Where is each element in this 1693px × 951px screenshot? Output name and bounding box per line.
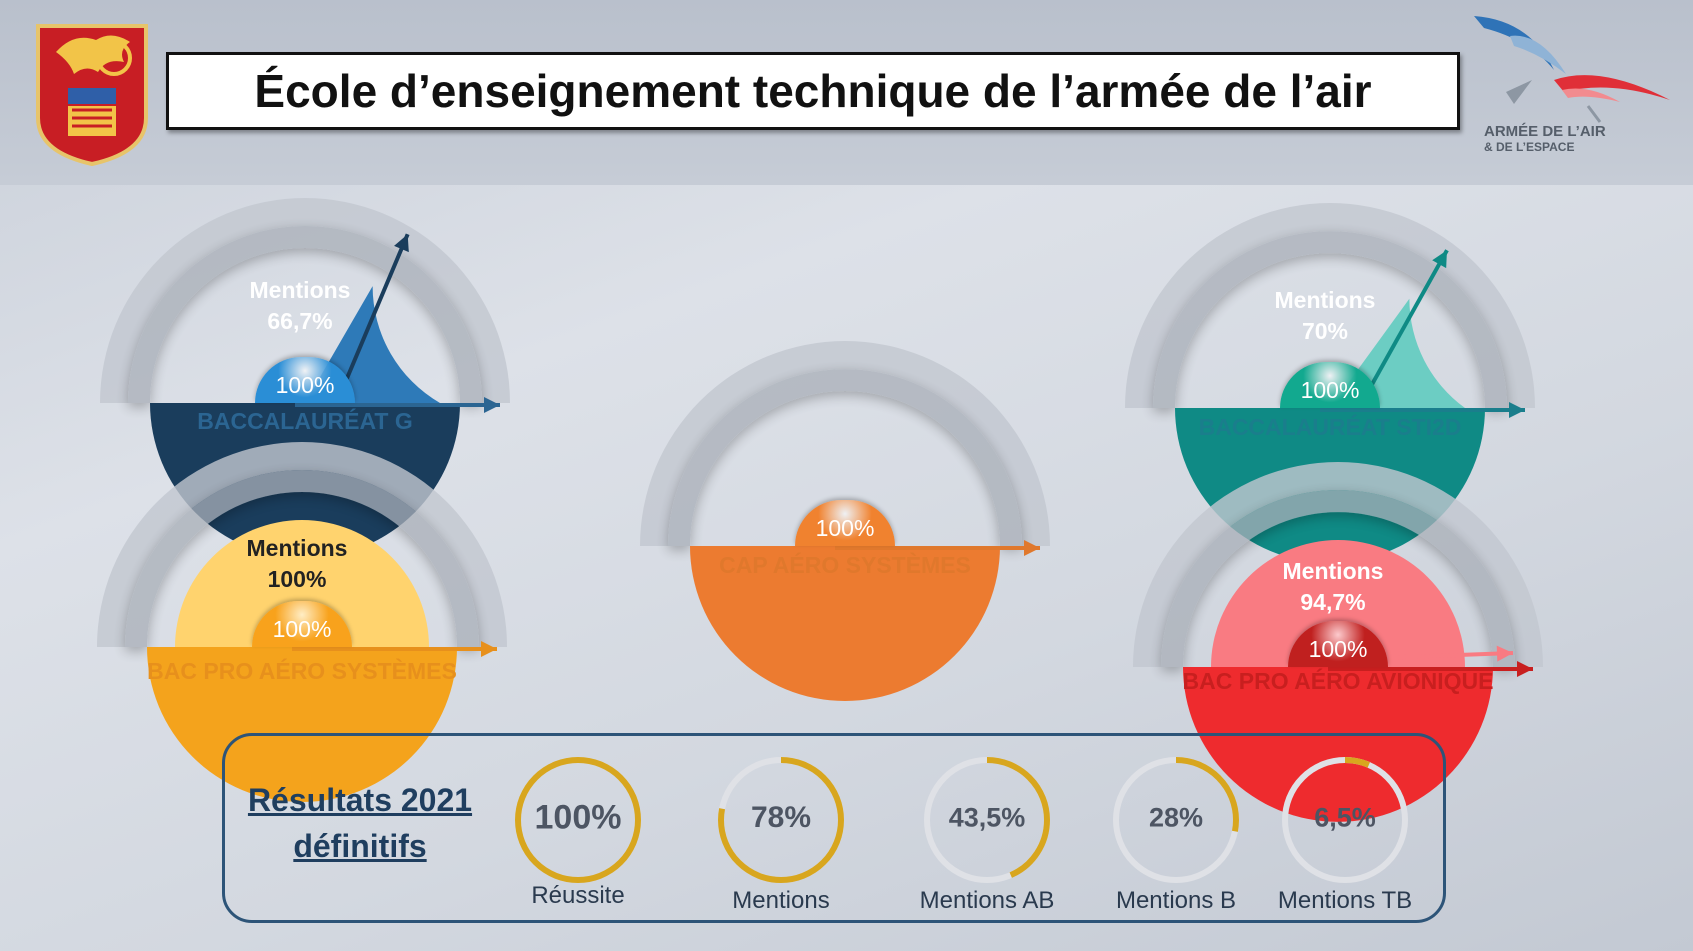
result-ring-4-value: 28% [1148, 802, 1204, 833]
result-ring-1-progress [515, 757, 641, 883]
result-ring-5-label: Mentions TB [1277, 887, 1413, 914]
gauge-5-outer-track [1133, 462, 1543, 667]
results-title-line2: définitifs [293, 828, 427, 864]
gauge-3-baseline-arrow-head [1024, 540, 1040, 556]
gauge-1-mentions-arrow-shaft [343, 233, 410, 384]
gauge-1-mentions-label: Mentions [249, 277, 351, 303]
gauge-2-mentions-arrow-head [1432, 250, 1447, 269]
gauge-4-outer-track [97, 442, 507, 647]
results-panel [222, 733, 1446, 923]
gauge-2-baseline-arrow-head [1509, 402, 1525, 418]
gauge-2-mentions-arrow-shaft [1368, 249, 1449, 389]
gauge-2-title: BACCALAURÉAT STI2D [1198, 414, 1462, 440]
result-ring-2-label: Mentions [732, 887, 830, 914]
result-ring-2-value: 78% [750, 801, 812, 834]
gauge-5-inner-track [1161, 490, 1515, 667]
gauge-3 [640, 341, 1050, 701]
gauge-5 [1133, 462, 1543, 822]
results-title: Résultats 2021 définitifs [240, 777, 480, 869]
gauge-5-mentions-value: 94,7% [1300, 589, 1366, 615]
gauge-1-success-badge: 100% [255, 357, 355, 403]
results-title-line1: Résultats 2021 [247, 782, 473, 818]
page-title: École d’enseignement technique de l’armé… [254, 65, 1372, 117]
result-ring-4-progress [1113, 757, 1239, 883]
result-ring-1-label: Réussite [531, 882, 625, 909]
gauge-1-title: BACCALAURÉAT G [197, 408, 413, 434]
armee-air-espace-logo: ARMÉE DE L’AIR & DE L’ESPACE [1474, 16, 1670, 154]
result-ring-5-value: 6,5% [1314, 802, 1376, 833]
result-ring-5-progress [1282, 757, 1408, 883]
gauge-1-mentions-arrow-head [394, 234, 409, 253]
gauge-1-baseline-arrow-head [484, 397, 500, 413]
result-ring-3-progress [924, 757, 1050, 883]
gauge-3-success-fill [690, 546, 1000, 701]
gauge-5-title: BAC PRO AÉRO AVIONIQUE [1182, 668, 1494, 694]
gauge-5-mentions-label: Mentions [1282, 558, 1384, 584]
result-ring-4-label: Mentions B [1115, 887, 1237, 914]
gauge-5-mentions-arrow-head [1496, 645, 1513, 662]
result-ring-3-value: 43,5% [948, 802, 1026, 833]
page-title-box: École d’enseignement technique de l’armé… [166, 52, 1460, 130]
result-ring-3-label: Mentions AB [919, 887, 1055, 914]
gauge-4-mentions-label: Mentions [246, 535, 348, 561]
logo-text-line2: & DE L’ESPACE [1484, 140, 1574, 154]
gauge-5-mentions-text: Mentions 94,7% [1283, 556, 1384, 618]
gauge-2-inner-track [1153, 231, 1507, 408]
gauge-2-mentions-text: Mentions 70% [1275, 285, 1376, 347]
logo-text-line1: ARMÉE DE L’AIR [1484, 123, 1606, 140]
gauge-4-mentions-text: Mentions 100% [247, 533, 348, 595]
gauge-3-inner-track [668, 369, 1022, 546]
result-ring-2-progress [718, 757, 844, 883]
gauge-5-mentions-fill [1211, 540, 1465, 667]
gauge-1-mentions-text: Mentions 66,7% [250, 275, 351, 337]
gauge-3-title: CAP AÉRO SYSTÈMES [719, 552, 971, 578]
gauge-1-mentions-value: 66,7% [267, 308, 333, 334]
gauge-4-title: BAC PRO AÉRO SYSTÈMES [147, 658, 457, 684]
gauge-5-success-fill [1183, 667, 1493, 822]
gauge-4-mentions-fill [175, 520, 429, 647]
gauge-5-baseline-arrow-head [1517, 661, 1533, 677]
result-ring-1-value: 100% [534, 798, 622, 837]
gauge-4-mentions-value: 100% [267, 566, 327, 592]
gauge-4-inner-track [125, 470, 479, 647]
gauge-2-outer-track [1125, 203, 1535, 408]
gauge-3-outer-track [640, 341, 1050, 546]
gauge-2-mentions-label: Mentions [1274, 287, 1376, 313]
gauge-4-baseline-arrow-head [481, 641, 497, 657]
gauge-2-mentions-value: 70% [1301, 318, 1349, 344]
school-crest-logo [36, 24, 148, 166]
